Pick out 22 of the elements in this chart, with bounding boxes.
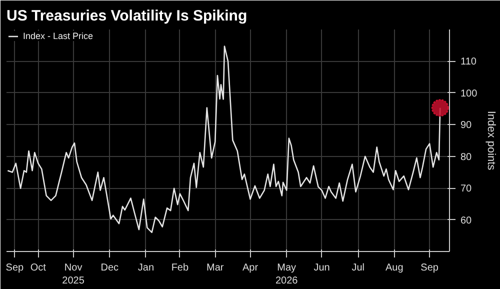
y-tick-label: 90 <box>460 120 472 132</box>
x-tick-label: Aug <box>386 262 404 274</box>
x-tick-label: Jun <box>314 262 330 274</box>
x-tick-label: Apr <box>242 262 259 274</box>
y-tick-label: 60 <box>460 215 472 226</box>
y-tick-label: 100 <box>460 88 478 100</box>
x-tick-label: Dec <box>100 262 119 274</box>
y-tick-label: 70 <box>460 184 472 195</box>
y-axis-title: Index points <box>485 110 498 171</box>
legend-label: Index - Last Price <box>23 31 94 41</box>
x-tick-label: Sep <box>420 262 439 274</box>
x-tick-label: May 2026 <box>275 262 298 287</box>
chart-title: US Treasuries Volatility Is Spiking <box>6 8 248 24</box>
x-tick-label: Jul <box>352 262 364 274</box>
x-tick-label: Mar <box>206 262 224 274</box>
y-tick-label: 110 <box>460 56 477 68</box>
x-tick-label: Sep <box>6 262 24 274</box>
x-tick-label: Oct <box>30 262 46 274</box>
x-tick-label: Feb <box>171 262 190 274</box>
y-tick-label: 80 <box>460 152 472 163</box>
x-tick-label: Jan <box>138 262 154 274</box>
x-tick-label: Nov 2025 <box>62 262 85 287</box>
